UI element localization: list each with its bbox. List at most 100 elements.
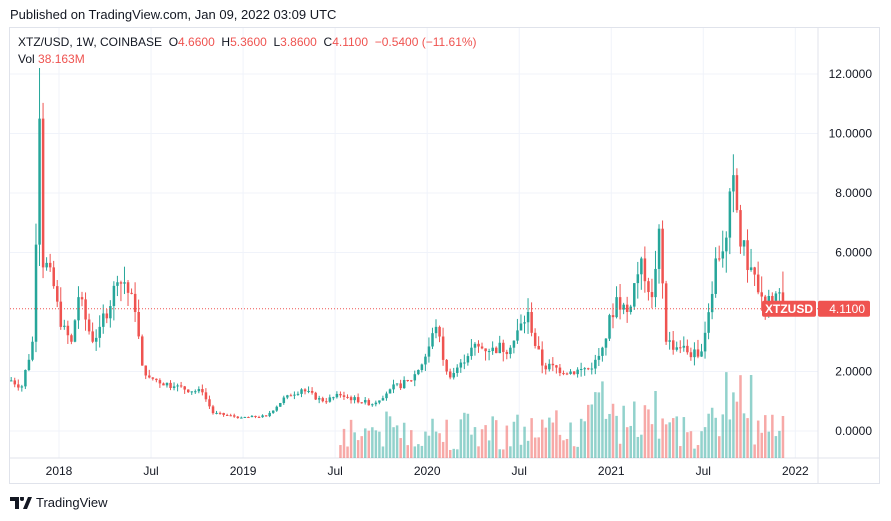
volume-bar — [679, 446, 682, 458]
candle-down — [562, 373, 565, 375]
candle-down — [696, 349, 700, 357]
candle-down — [346, 396, 349, 398]
candle-down — [56, 286, 59, 302]
volume-bar — [417, 444, 420, 458]
volume-bar — [466, 413, 470, 458]
candle-up — [498, 342, 502, 354]
candle-up — [778, 292, 781, 294]
volume-bar — [746, 418, 749, 458]
candle-down — [735, 175, 739, 211]
volume-bar — [710, 407, 714, 458]
volume-bar — [703, 427, 707, 458]
candle-up — [516, 330, 519, 341]
candle-up — [668, 340, 671, 342]
legend-open: 4.6600 — [178, 35, 215, 49]
candle-down — [753, 267, 756, 275]
candle-up — [34, 244, 38, 342]
chart-frame — [9, 27, 880, 484]
candle-up — [519, 323, 523, 331]
volume-bar — [487, 440, 491, 458]
candle-down — [179, 385, 183, 387]
candle-up — [24, 370, 27, 387]
candle-down — [339, 393, 342, 396]
volume-bar — [640, 434, 643, 458]
volume-bar — [544, 427, 548, 458]
candle-down — [151, 377, 155, 379]
volume-bar — [576, 446, 579, 458]
candle-up — [434, 326, 438, 334]
volume-bar — [587, 404, 590, 458]
candle-up — [420, 364, 424, 370]
volume-bar — [431, 418, 434, 458]
volume-bar — [707, 413, 710, 458]
volume-bar — [618, 443, 622, 458]
volume-bar — [360, 436, 363, 458]
candle-down — [84, 299, 87, 320]
volume-bar — [555, 410, 558, 458]
candle-up — [548, 363, 551, 370]
tradingview-footer[interactable]: TradingView — [10, 495, 108, 510]
candle-down — [254, 415, 257, 418]
candle-up — [271, 410, 275, 413]
volume-bar — [459, 419, 463, 458]
candle-up — [657, 228, 661, 269]
volume-bar — [590, 404, 594, 458]
candle-up — [583, 368, 586, 370]
volume-bar — [753, 444, 756, 458]
volume-bar — [406, 445, 409, 458]
candle-up — [328, 397, 332, 402]
candle-up — [526, 312, 530, 323]
volume-bar — [484, 425, 487, 458]
candle-down — [555, 365, 558, 368]
candle-up — [491, 347, 494, 352]
candle-up — [654, 268, 657, 298]
candle-down — [399, 383, 402, 389]
chart-legend: XTZ/USD, 1W, COINBASE O4.6600 H5.3600 L3… — [18, 34, 477, 68]
candle-down — [505, 351, 509, 355]
volume-bar — [424, 431, 427, 458]
volume-bar — [725, 372, 728, 458]
candle-up — [73, 320, 77, 342]
y-tick-label: 0.0000 — [835, 424, 872, 438]
candle-up — [590, 368, 594, 370]
candle-up — [374, 402, 378, 405]
volume-bar — [445, 419, 448, 458]
candle-down — [650, 292, 654, 298]
volume-bar — [611, 403, 615, 458]
candle-down — [541, 349, 544, 366]
candle-up — [176, 385, 179, 387]
candle-up — [452, 372, 455, 378]
candle-down — [484, 348, 487, 352]
candle-down — [91, 331, 94, 342]
candle-down — [679, 347, 682, 349]
y-tick-label: 10.0000 — [829, 127, 873, 141]
candle-down — [314, 392, 317, 400]
candle-up — [509, 347, 512, 355]
volume-bar — [516, 414, 519, 458]
volume-bar — [353, 432, 356, 458]
volume-bar — [537, 437, 540, 458]
x-tick-label: 2019 — [230, 464, 257, 478]
volume-bar — [739, 375, 742, 458]
volume-bar — [420, 445, 424, 458]
volume-bar — [601, 381, 604, 458]
volume-bar — [477, 446, 480, 458]
volume-bar — [371, 427, 374, 458]
candle-down — [247, 417, 250, 419]
volume-bar — [668, 422, 671, 458]
candle-up — [381, 398, 385, 401]
candle-up — [463, 362, 466, 364]
candle-down — [321, 398, 325, 402]
candle-down — [530, 312, 533, 333]
candle-down — [441, 336, 445, 360]
x-tick-label: 2021 — [598, 464, 625, 478]
legend-open-label: O — [168, 35, 179, 49]
volume-bar — [498, 449, 502, 458]
candle-down — [494, 347, 498, 354]
volume-bar — [633, 401, 636, 458]
volume-bar — [700, 431, 703, 458]
legend-high-label: H — [221, 35, 231, 49]
volume-bar — [583, 421, 586, 458]
candle-down — [664, 283, 668, 342]
